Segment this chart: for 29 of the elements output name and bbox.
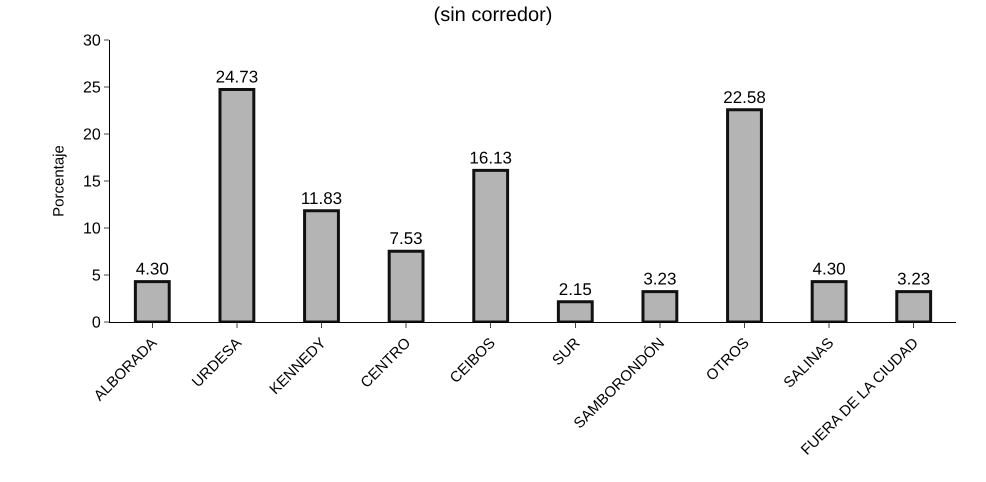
data-label: 22.58: [723, 88, 766, 107]
bar: [388, 250, 425, 322]
bar: [556, 300, 594, 322]
bar: [641, 290, 678, 322]
bar: [810, 280, 848, 322]
bar: [303, 209, 340, 322]
data-label: 7.53: [390, 229, 423, 248]
bar: [218, 88, 256, 322]
y-tick-label: 20: [83, 126, 101, 144]
data-label: 3.23: [897, 270, 930, 289]
bar: [472, 168, 510, 322]
y-tick-label: 5: [92, 268, 101, 285]
y-tick-label: 10: [83, 220, 101, 238]
data-label: 4.30: [812, 260, 846, 279]
y-tick-label: 0: [92, 314, 101, 332]
bar: [134, 280, 171, 322]
data-label: 11.83: [300, 188, 342, 208]
y-axis-title: Porcentaje: [50, 145, 68, 217]
bar: [895, 290, 932, 322]
y-tick-label: 25: [83, 80, 101, 97]
data-label: 2.15: [558, 280, 592, 299]
chart-title: (sin corredor): [434, 4, 552, 26]
data-label: 3.23: [643, 270, 676, 289]
y-tick-label: 30: [83, 32, 101, 50]
data-label: 24.73: [216, 68, 258, 87]
data-label: 16.13: [469, 148, 512, 168]
data-label: 4.30: [136, 260, 169, 279]
bar: [726, 108, 763, 322]
y-tick-label: 15: [83, 174, 101, 191]
